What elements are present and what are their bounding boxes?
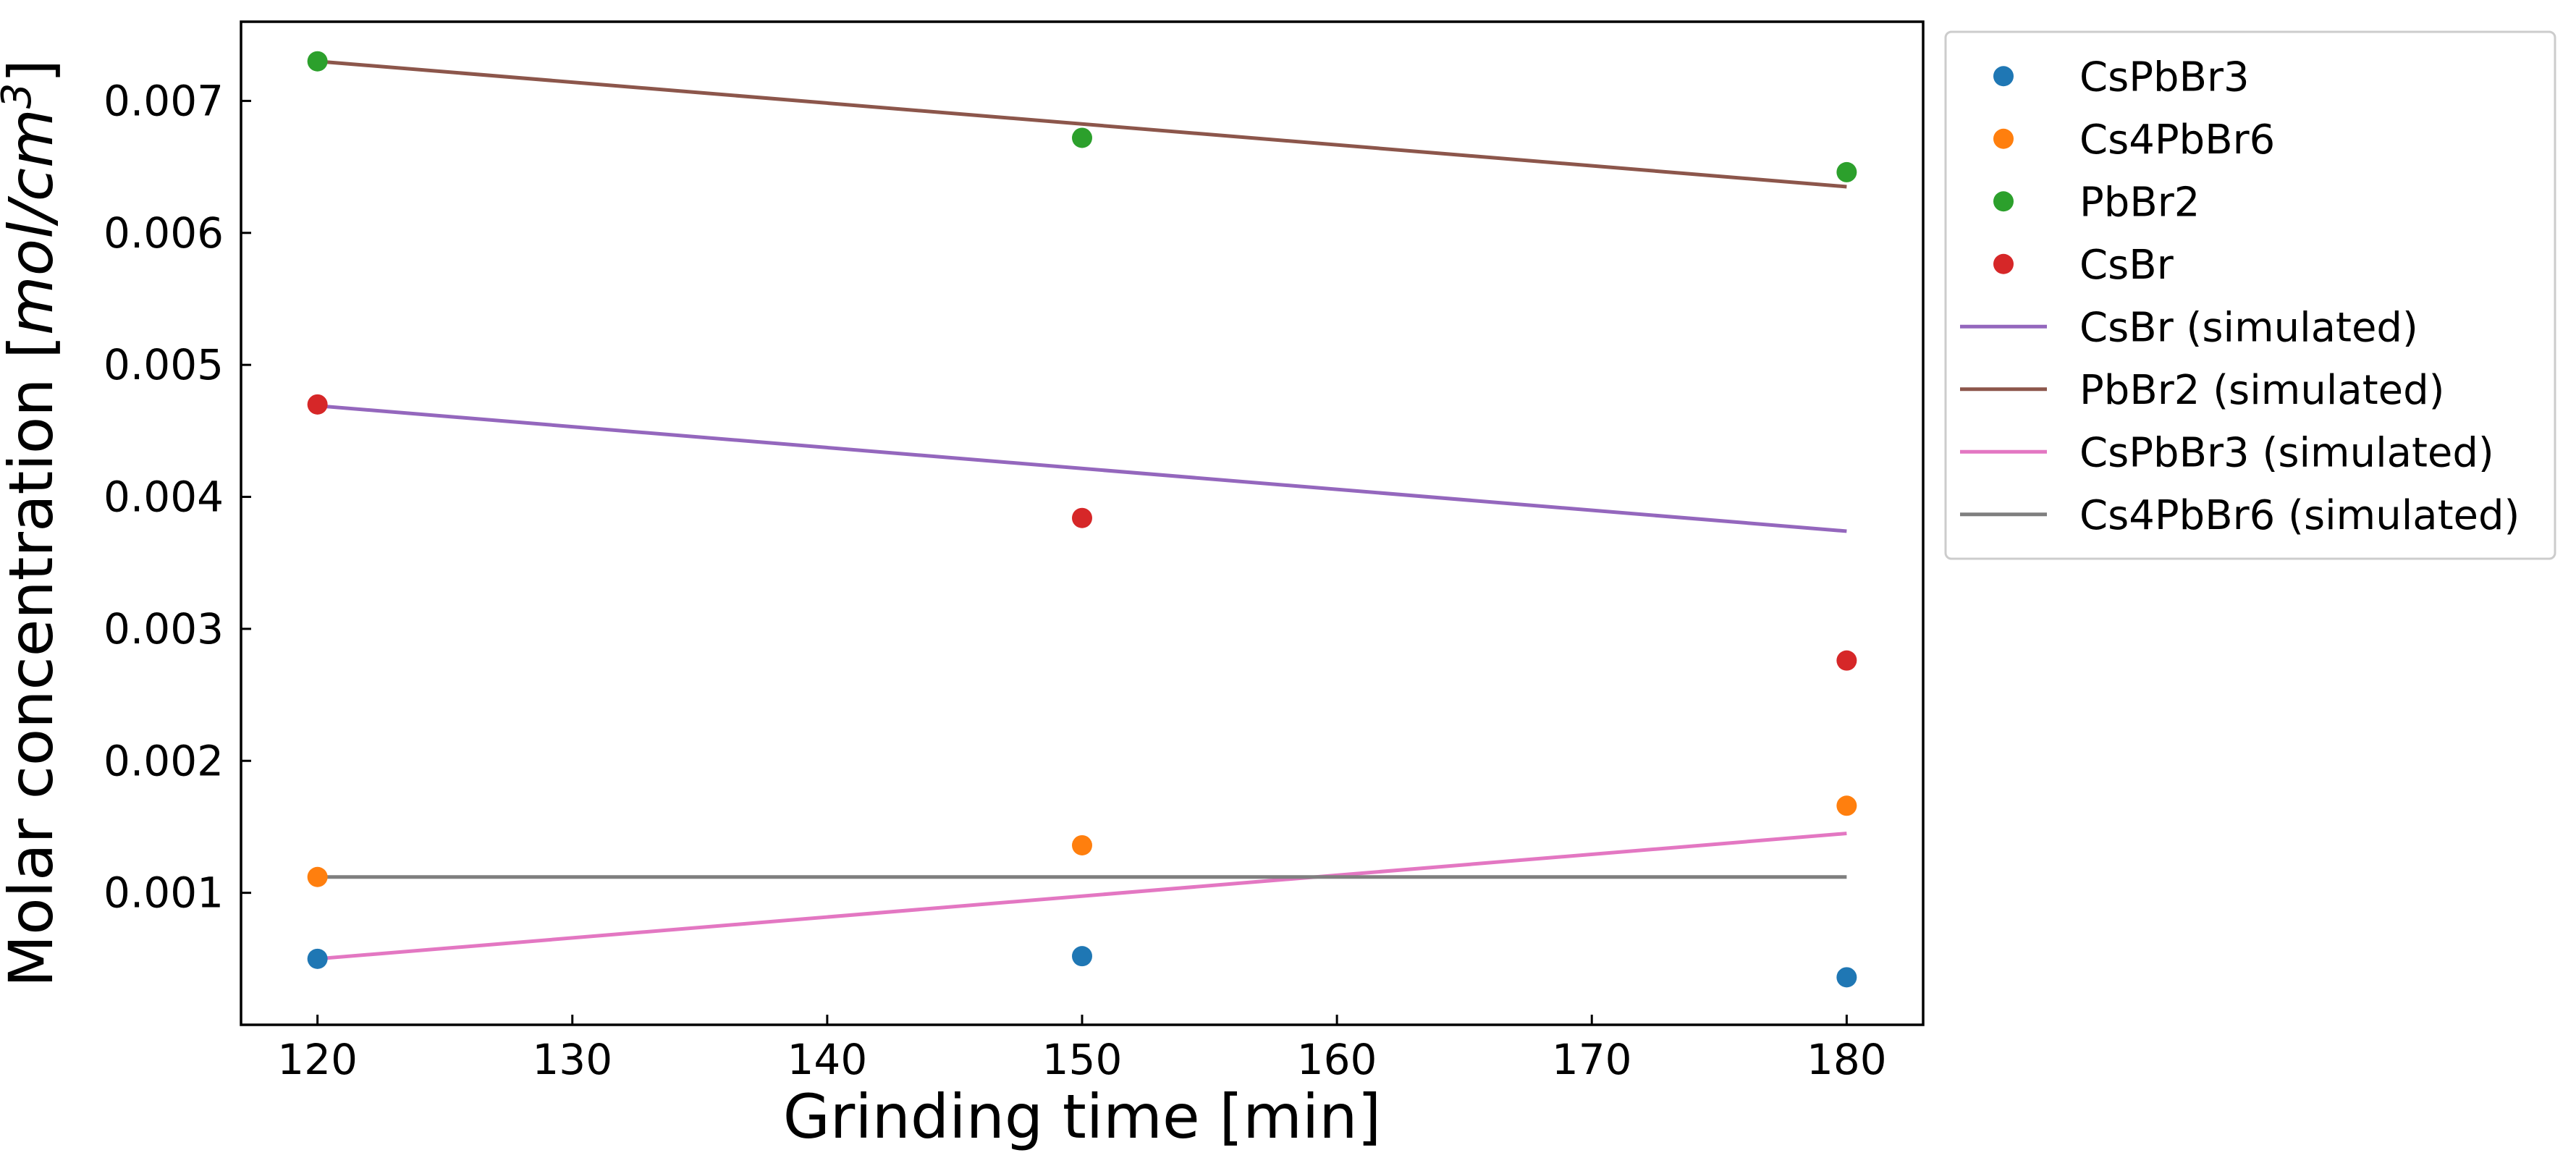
x-tick-label: 170 — [1552, 1035, 1632, 1084]
data-point-cspbbr3 — [1072, 946, 1092, 967]
series-line-pbbr2-simulated — [317, 59, 1847, 189]
y-tick-label: 0.002 — [104, 736, 224, 785]
legend: CsPbBr3 Cs4PbBr6 PbBr2 CsBr CsBr (simulated)… — [1944, 30, 2556, 560]
data-point-cs4pbbr6 — [1836, 795, 1857, 816]
data-point-cs4pbbr6 — [1072, 834, 1092, 855]
plot-frame — [240, 20, 1925, 1026]
y-axis-title: Molar concentration [mol/cm3] — [0, 59, 67, 987]
legend-box — [1944, 30, 2556, 560]
y-tick-label: 0.007 — [104, 76, 224, 125]
data-point-cspbbr3 — [1836, 967, 1857, 988]
x-tick-label: 150 — [1042, 1035, 1123, 1084]
legend-label: PbBr2 — [2079, 179, 2200, 226]
legend-label: CsBr — [2079, 242, 2174, 289]
data-point-csbr — [1072, 507, 1092, 528]
x-tick-label: 130 — [532, 1035, 612, 1084]
data-point-pbbr2 — [307, 51, 328, 72]
y-axis-title-unit: mol/cm — [0, 109, 67, 335]
legend-label: Cs4PbBr6 — [2079, 117, 2275, 164]
legend-marker — [1993, 253, 2014, 274]
x-axis-title: Grinding time [min] — [783, 1081, 1382, 1152]
y-tick-label: 0.001 — [104, 868, 224, 918]
series-line-csbr-simulated — [317, 404, 1847, 533]
legend-label: PbBr2 (simulated) — [2079, 367, 2445, 414]
data-point-pbbr2 — [1072, 127, 1092, 148]
y-tick-label: 0.006 — [104, 208, 224, 258]
legend-label: Cs4PbBr6 (simulated) — [2079, 492, 2520, 539]
legend-marker — [1993, 191, 2014, 212]
plot-content — [307, 51, 1857, 988]
data-point-pbbr2 — [1836, 161, 1857, 182]
y-axis-ticks: 0.001 0.002 0.003 0.004 0.005 0.006 0.007 — [104, 76, 251, 918]
legend-label: CsPbBr3 (simulated) — [2079, 429, 2494, 476]
y-tick-label: 0.003 — [104, 604, 224, 654]
y-tick-label: 0.005 — [104, 340, 224, 389]
legend-marker — [1993, 66, 2014, 87]
legend-label: CsBr (simulated) — [2079, 304, 2418, 351]
legend-label: CsPbBr3 — [2079, 54, 2250, 101]
x-axis-ticks: 120 130 140 150 160 170 180 — [277, 1015, 1887, 1084]
data-point-cspbbr3 — [307, 948, 328, 969]
x-tick-label: 180 — [1807, 1035, 1887, 1084]
y-tick-label: 0.004 — [104, 473, 224, 522]
y-axis-title-prefix: Molar concentration [ — [0, 335, 67, 987]
x-tick-label: 160 — [1297, 1035, 1377, 1084]
y-axis-title-suffix: ] — [0, 59, 67, 83]
x-tick-label: 120 — [277, 1035, 358, 1084]
data-point-csbr — [307, 394, 328, 415]
data-point-csbr — [1836, 650, 1857, 671]
y-axis-title-unit-superscript: 3 — [0, 83, 41, 109]
data-point-cs4pbbr6 — [307, 866, 328, 887]
x-tick-label: 140 — [787, 1035, 868, 1084]
legend-marker — [1993, 128, 2014, 149]
series-line-cspbbr3-simulated — [317, 832, 1847, 961]
